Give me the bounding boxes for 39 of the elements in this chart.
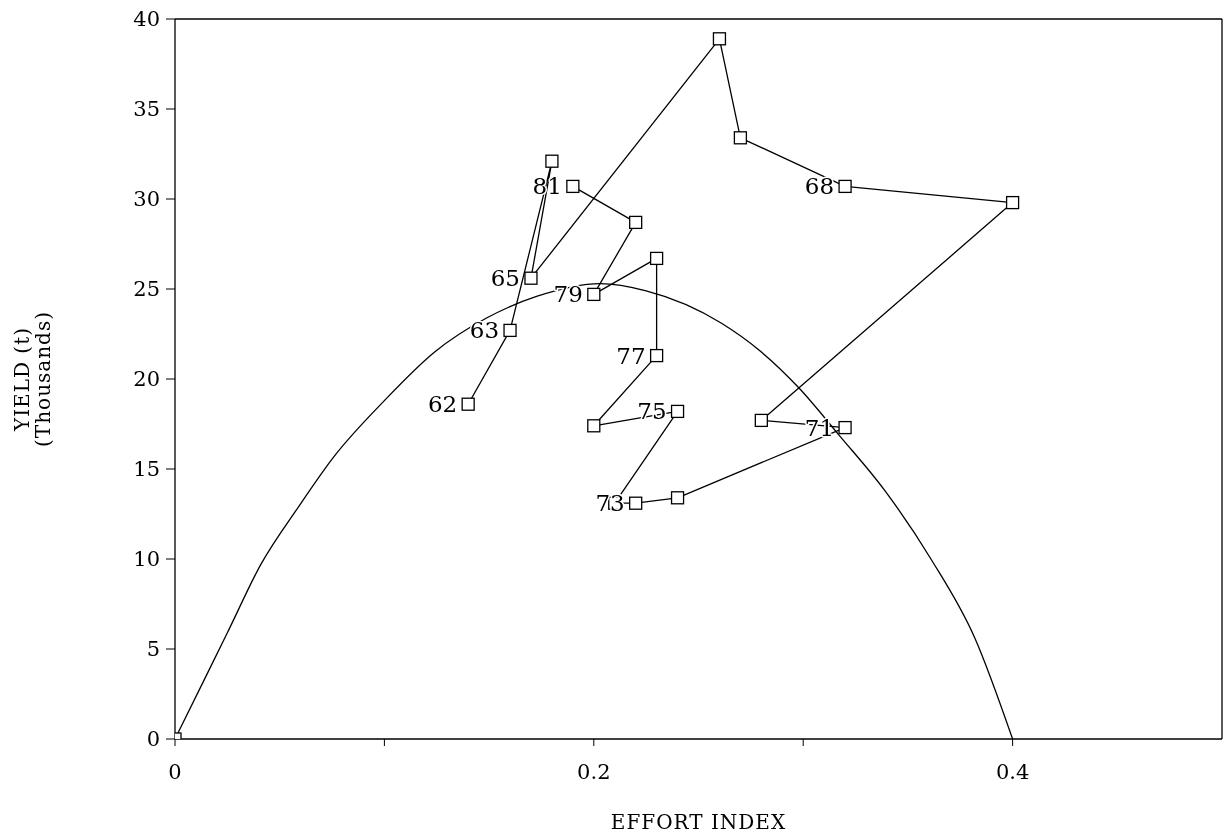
annotation: 79 — [553, 281, 583, 308]
point — [545, 154, 559, 168]
y-tick-label: 5 — [146, 637, 160, 662]
y-tick-label: 15 — [133, 457, 160, 482]
point — [649, 348, 664, 363]
x-tick-label: 0 — [168, 759, 182, 784]
y-tick-label: 35 — [133, 97, 160, 122]
annotation: 77 — [616, 342, 646, 369]
point — [566, 179, 580, 194]
point — [587, 287, 601, 302]
y-tick-label: 10 — [133, 547, 160, 572]
annotation: 65 — [490, 265, 520, 292]
annotation: 68 — [804, 173, 835, 200]
point — [587, 419, 601, 433]
point — [712, 32, 727, 46]
x-tick-label: 0.2 — [577, 759, 611, 784]
annotation: 62 — [427, 391, 458, 418]
point — [629, 215, 643, 230]
y-tick-label: 25 — [133, 277, 160, 302]
x-tick-label: 0.4 — [995, 759, 1030, 784]
point — [503, 323, 517, 338]
point — [733, 131, 748, 145]
point — [838, 179, 852, 194]
x-axis-title: EFFORT INDEX — [610, 810, 787, 834]
point — [670, 491, 685, 505]
point — [1005, 195, 1020, 210]
point — [838, 420, 852, 435]
point — [629, 496, 643, 510]
y-tick-label: 40 — [133, 7, 160, 32]
point — [670, 404, 685, 419]
point — [649, 251, 664, 266]
point — [461, 397, 475, 411]
y-tick-label: 0 — [146, 727, 160, 752]
point — [524, 271, 538, 285]
annotation: 63 — [469, 317, 500, 344]
y-axis-title: YIELD (t) (Thousands) — [10, 311, 55, 447]
y-tick-label: 30 — [133, 187, 160, 212]
y-tick-label: 20 — [133, 367, 160, 392]
point — [754, 413, 768, 428]
